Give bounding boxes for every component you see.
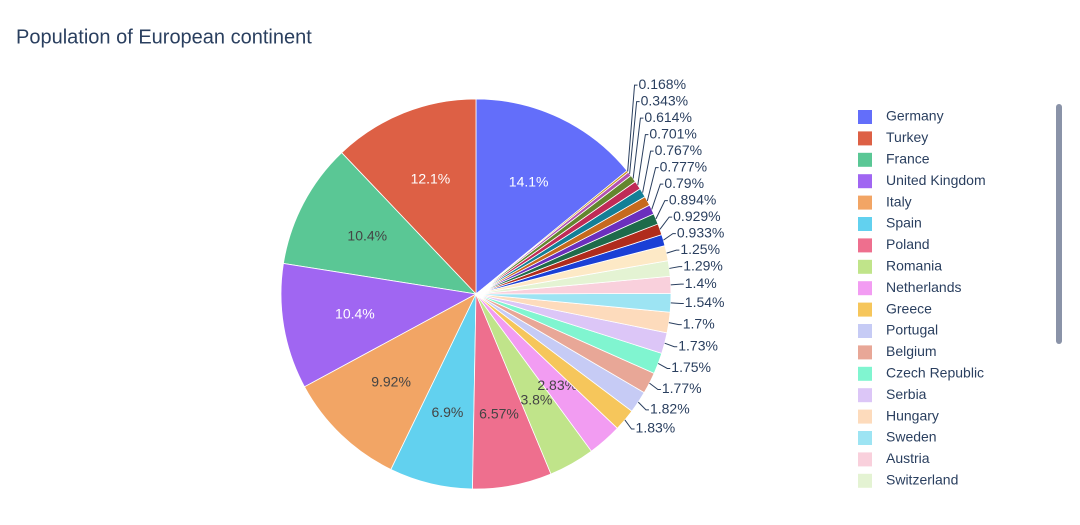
leader-line <box>664 342 678 348</box>
slice-label: 0.343% <box>641 92 688 108</box>
slice-label: 1.82% <box>650 401 690 417</box>
legend-swatch <box>858 452 872 467</box>
leader-line <box>637 401 649 411</box>
legend-swatch <box>858 324 872 338</box>
leader-line <box>657 363 671 369</box>
slice-label: 0.701% <box>649 125 696 141</box>
legend-label: Portugal <box>886 322 938 338</box>
legend-label: Germany <box>886 108 944 124</box>
leader-line <box>624 419 635 430</box>
leader-line <box>627 84 638 172</box>
slice-label: 12.1% <box>411 171 451 187</box>
legend-label: United Kingdom <box>886 172 986 188</box>
slice-label: 0.929% <box>673 208 720 224</box>
leader-line <box>642 150 654 193</box>
leader-line <box>663 233 676 241</box>
legend-swatch <box>858 409 872 424</box>
slice-label: 0.79% <box>664 175 704 191</box>
slice-label: 0.767% <box>655 142 702 158</box>
legend-swatch <box>858 259 872 274</box>
leader-line <box>670 283 684 286</box>
slice-label: 1.25% <box>680 241 720 257</box>
pie-slice <box>341 98 477 296</box>
pie-slice <box>475 98 628 295</box>
legend-swatch <box>858 388 872 403</box>
leader-line <box>655 200 668 220</box>
slice-label: 1.7% <box>683 315 715 331</box>
leader-line <box>646 167 659 202</box>
legend-label: Turkey <box>886 129 928 145</box>
legend-label: Czech Republic <box>886 365 984 381</box>
legend-swatch <box>858 302 872 317</box>
leader-line <box>668 322 682 326</box>
legend-swatch <box>858 217 872 231</box>
legend-scrollbar[interactable] <box>1056 104 1062 344</box>
slice-label: 0.614% <box>644 109 691 125</box>
slice-label: 1.77% <box>662 380 702 396</box>
slice-label: 0.933% <box>677 224 724 240</box>
legend-label: Greece <box>886 300 932 316</box>
leader-line <box>659 216 673 230</box>
slice-label: 6.9% <box>431 404 463 420</box>
slice-label: 0.777% <box>660 158 707 174</box>
leader-line <box>649 382 661 391</box>
pie-slice <box>282 152 478 295</box>
slice-label: 9.92% <box>371 373 411 389</box>
leader-line <box>670 302 684 304</box>
slice-label: 1.75% <box>671 359 711 375</box>
legend-swatch <box>858 110 872 124</box>
slice-label: 10.4% <box>347 228 387 244</box>
leader-line <box>629 101 640 174</box>
legend-label: France <box>886 151 930 167</box>
leader-line <box>651 183 664 210</box>
legend[interactable]: Germany Turkey France United Kingdom Italy Sp… <box>858 108 986 488</box>
leader-line <box>669 266 683 269</box>
legend-label: Switzerland <box>886 472 958 488</box>
legend-label: Romania <box>886 258 942 274</box>
legend-label: Italy <box>886 193 912 209</box>
pie-slice <box>280 262 478 388</box>
legend-swatch <box>858 238 872 253</box>
legend-label: Spain <box>886 215 922 231</box>
legend-label: Serbia <box>886 386 927 402</box>
legend-swatch <box>858 152 872 167</box>
leader-line <box>666 249 680 254</box>
legend-swatch <box>858 366 872 381</box>
slice-label: 0.894% <box>669 191 716 207</box>
pie-slice <box>303 293 477 470</box>
legend-swatch <box>858 195 872 210</box>
slice-label: 1.73% <box>678 337 718 353</box>
slice-label: 1.83% <box>636 420 676 436</box>
slice-label: 1.54% <box>685 294 725 310</box>
slice-label: 14.1% <box>509 174 549 190</box>
slice-label: 1.29% <box>683 257 723 273</box>
slice-label: 1.4% <box>685 275 717 291</box>
legend-swatch <box>858 131 872 146</box>
chart-title: Population of European continent <box>16 26 312 48</box>
legend-swatch <box>858 281 872 296</box>
slice-label: 0.168% <box>639 76 686 92</box>
legend-swatch <box>858 174 872 189</box>
legend-swatch <box>858 345 872 360</box>
slice-label: 10.4% <box>335 305 375 321</box>
legend-label: Sweden <box>886 429 937 445</box>
legend-label: Hungary <box>886 407 939 423</box>
slice-label: 6.57% <box>479 405 519 421</box>
pie: 14.1%12.1%10.4%10.4%9.92%6.9% 6.57%3.8%2.… <box>280 76 725 490</box>
legend-label: Belgium <box>886 343 937 359</box>
leader-line <box>632 117 644 179</box>
slice-label: 3.8% <box>520 392 552 408</box>
leader-line <box>637 134 649 186</box>
legend-label: Austria <box>886 450 930 466</box>
legend-swatch <box>858 431 872 445</box>
legend-label: Netherlands <box>886 279 962 295</box>
legend-label: Poland <box>886 236 930 252</box>
legend-swatch <box>858 473 872 488</box>
